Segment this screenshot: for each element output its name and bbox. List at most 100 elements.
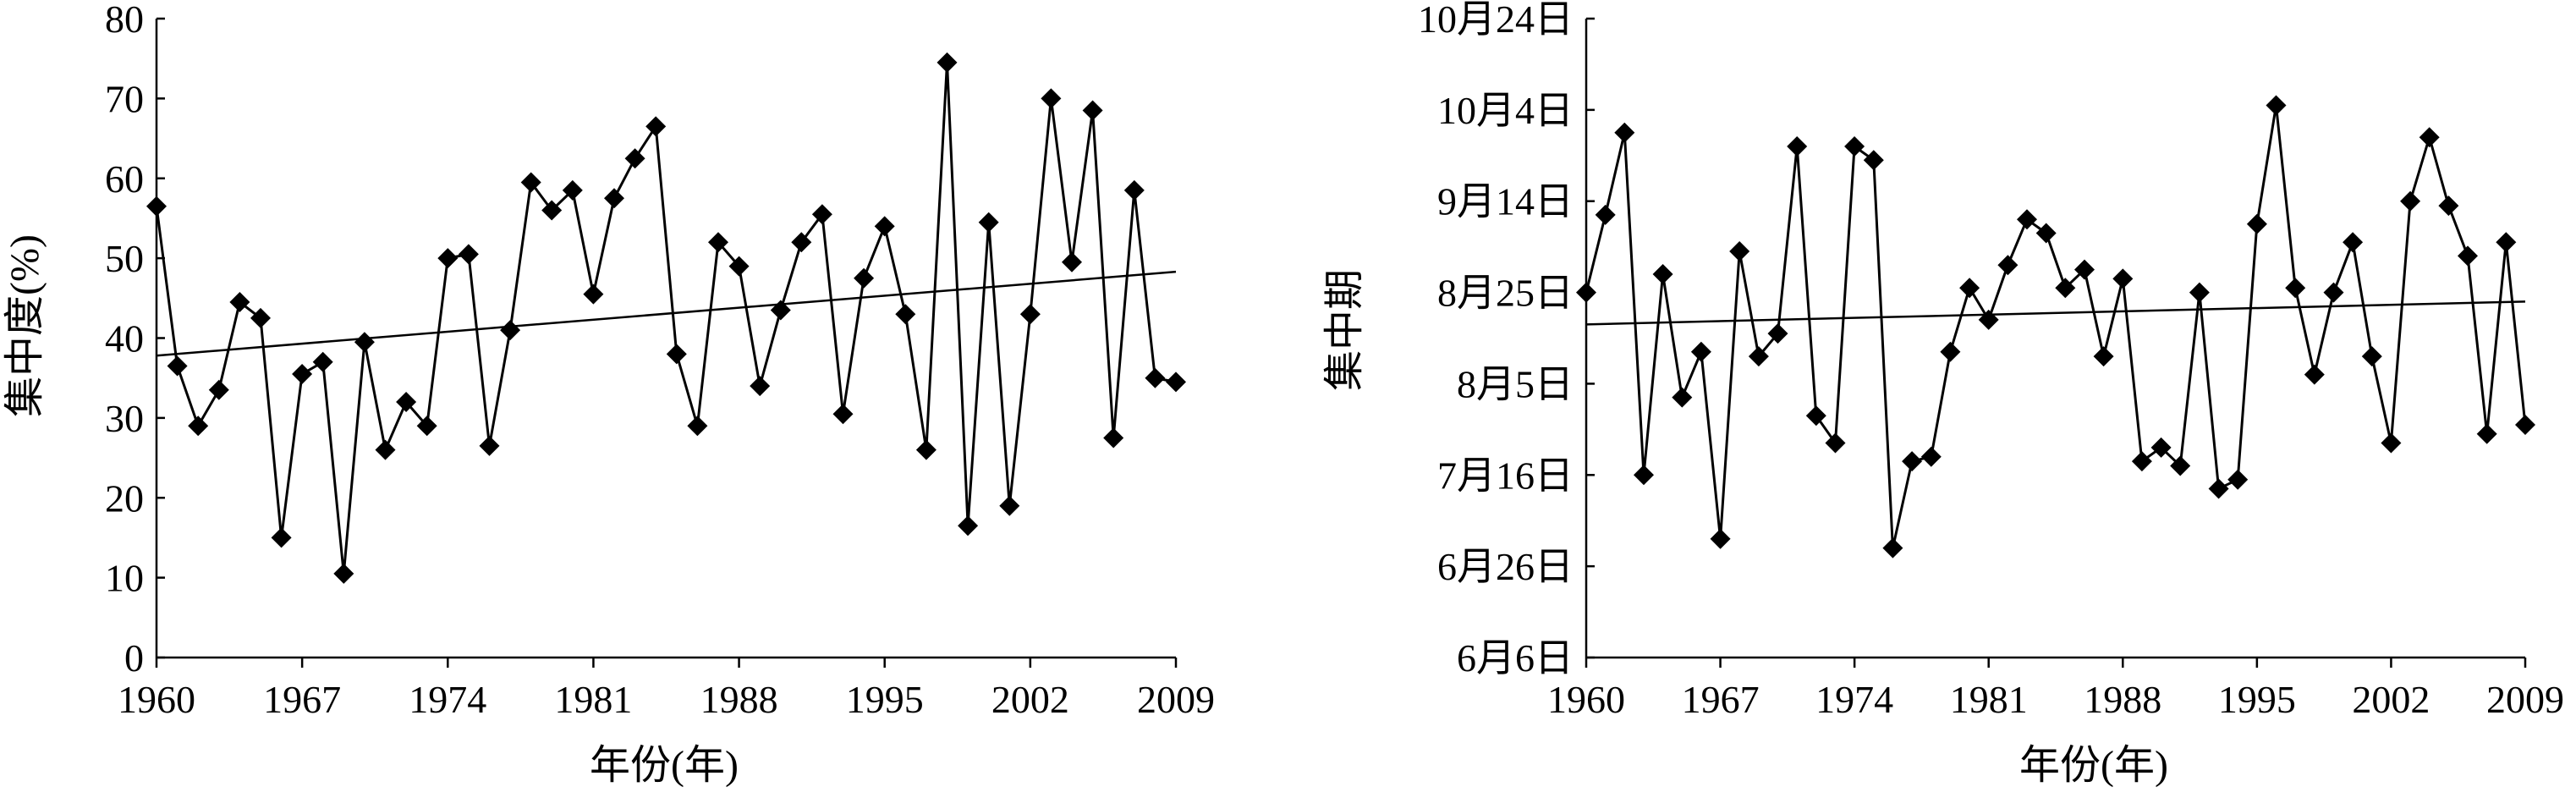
chart-right-data-point [2285, 278, 2306, 299]
concentration-degree-chart: 0 10 20 30 40 50 60 70 80 1960 1967 1974 1981 1988 199… [3, 0, 1215, 788]
chart-left-data-point [479, 435, 500, 456]
chart-right-data-point [2227, 469, 2249, 490]
chart-left-data-point [229, 292, 250, 312]
chart-left-data-point [958, 515, 979, 537]
chart-left-series-line [155, 62, 1177, 575]
chart-right-data-point [1959, 278, 1980, 299]
chart-left-data-point [520, 172, 541, 193]
chart-left-data-point [208, 379, 229, 400]
chart-right-data-point [1920, 446, 1942, 467]
chart-right-data-point [1997, 255, 2019, 276]
chart-right-data-point [2246, 213, 2267, 234]
chart-right-x-tick-label: 1995 [2218, 678, 2296, 721]
chart-right-x-tick-label: 1988 [2084, 678, 2161, 721]
chart-left-data-point [770, 300, 791, 321]
chart-left-data-point [1145, 367, 1166, 388]
chart-right-data-point [2381, 432, 2402, 454]
chart-left-data-point [1041, 88, 1062, 109]
chart-left-data-point [645, 116, 667, 137]
chart-left-data-point [728, 256, 750, 277]
chart-right-data-point [1690, 341, 1711, 362]
chart-left-data-point [687, 416, 708, 437]
chart-right-data-point [2496, 232, 2517, 253]
chart-left-data-point [936, 52, 958, 73]
chart-left-data-point [583, 283, 604, 305]
chart-right-data-point [2343, 232, 2364, 253]
chart-left-y-tick-label: 60 [105, 157, 144, 201]
chart-left-x-tick-label: 1981 [554, 678, 632, 721]
chart-left-y-tick-label: 10 [105, 557, 144, 600]
chart-right-data-point [1672, 387, 1693, 408]
chart-right-data-point [1825, 432, 1846, 454]
chart-right-y-tick-label: 8月25日 [1437, 272, 1574, 315]
chart-right-data-point [2150, 437, 2172, 458]
chart-right-y-tick-label: 8月5日 [1457, 362, 1574, 405]
chart-left-trend-line [156, 270, 1177, 357]
chart-right-y-tick-label: 9月14日 [1437, 180, 1574, 223]
chart-left-data-point [292, 364, 313, 384]
chart-left-y-tick-label: 70 [105, 77, 144, 120]
chart-right-data-point [1882, 537, 1903, 559]
chart-left-data-point [874, 216, 895, 237]
chart-left-data-point [750, 376, 771, 397]
chart-left-x-tick-label: 2009 [1137, 678, 1215, 721]
chart-right-x-tick-label: 1981 [1950, 678, 2028, 721]
chart-right-data-point [2419, 127, 2440, 148]
chart-right-data-point [2208, 478, 2229, 499]
chart-right-data-point [2017, 209, 2037, 230]
chart-left-data-point [1123, 179, 1145, 201]
chart-right-trend-line [1585, 300, 2526, 326]
chart-right-data-point [2400, 190, 2421, 212]
chart-right-data-point [2170, 455, 2191, 476]
chart-left-data-point [1062, 251, 1082, 272]
chart-left-data-point [624, 148, 645, 169]
chart-right-data-point [2189, 282, 2210, 303]
chart-right-series-line [1585, 105, 2527, 548]
chart-left-data-point [1082, 100, 1103, 121]
chart-right-data-point [2035, 223, 2057, 244]
chart-left-y-tick-label: 0 [124, 636, 144, 680]
chart-left-data-point [333, 563, 354, 584]
chart-right-data-point [1729, 241, 1750, 261]
chart-left-data-point [354, 332, 375, 353]
chart-right-data-point [1595, 204, 1616, 225]
chart-right-data-point [2458, 245, 2478, 267]
chart-left-data-point [854, 267, 875, 289]
chart-left-y-tick-label: 50 [105, 237, 144, 280]
chart-left-data-point [437, 248, 459, 269]
chart-left-data-point [666, 344, 687, 365]
chart-left-x-tick-label: 1995 [846, 678, 924, 721]
chart-left-data-point [895, 304, 916, 325]
chart-left-data-point [167, 355, 188, 377]
chart-right-data-point [1634, 465, 1654, 486]
chart-right-data-point [1576, 282, 1596, 303]
chart-right-y-tick-label: 10月24日 [1418, 0, 1574, 41]
chart-left-data-point [708, 232, 728, 253]
chart-left-y-tick-label: 40 [105, 317, 144, 360]
chart-right-data-point [1863, 150, 1884, 171]
chart-left-data-point [1103, 427, 1124, 449]
chart-right-data-point [2515, 415, 2535, 435]
chart-right-x-tick-label: 2009 [2486, 678, 2564, 721]
chart-right-data-point [1614, 122, 1635, 143]
chart-left-data-point [416, 416, 437, 437]
chart-right-marks: 6月6日 6月26日 7月16日 8月5日 8月25日 9月14日 10月4日 10月24日 1… [1418, 0, 2564, 721]
chart-right-x-tick-label: 1974 [1815, 678, 1893, 721]
chart-right-data-point [2055, 278, 2076, 299]
chart-right-x-tick-label: 1967 [1682, 678, 1760, 721]
chart-left-data-point [604, 188, 624, 209]
chart-right-data-point [1844, 136, 1865, 157]
chart-left-y-tick-label: 20 [105, 476, 144, 520]
chart-right-data-point [2304, 364, 2325, 385]
chart-right-data-point [2438, 195, 2459, 217]
chart-right-data-point [1787, 136, 1808, 157]
chart-right-data-point [2266, 95, 2287, 116]
chart-right-data-point [1767, 323, 1788, 344]
chart-left-data-point [1166, 371, 1186, 393]
chart-left-data-point [562, 179, 583, 201]
chart-left-ylabel: 集中度(%) [3, 234, 47, 417]
chart-right-data-point [2476, 423, 2497, 444]
chart-left-data-point [500, 320, 521, 341]
chart-right-data-point [2361, 346, 2382, 367]
